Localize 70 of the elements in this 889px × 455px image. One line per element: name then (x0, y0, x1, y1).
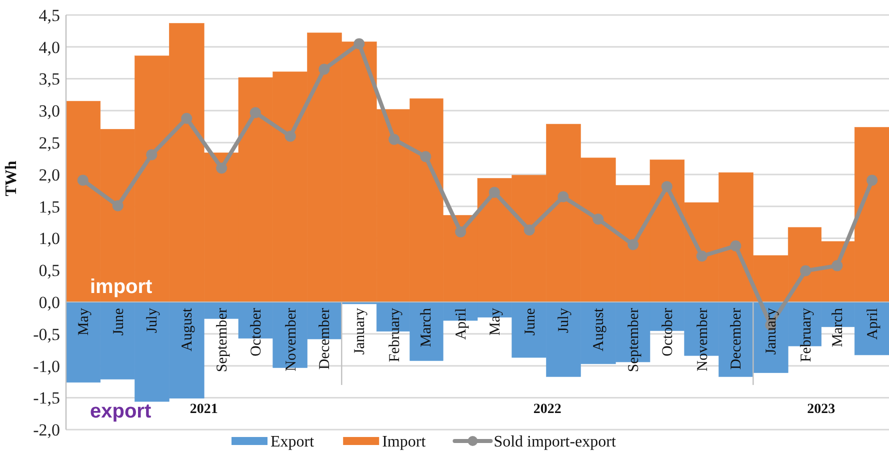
x-tick-label: August (180, 307, 196, 352)
y-tick-label: -2,0 (33, 420, 60, 440)
point (318, 64, 330, 75)
x-tick-label: March (830, 308, 846, 348)
point (628, 239, 639, 250)
x-tick-label: June (110, 308, 127, 336)
x-tick-label: August (591, 307, 608, 352)
y-tick-label: -1,0 (33, 356, 60, 376)
point (558, 191, 569, 202)
x-tick-label: February (387, 308, 404, 362)
x-tick-label: April (454, 308, 470, 340)
point (661, 181, 672, 192)
point (216, 162, 228, 174)
y-tick-label: 4,0 (38, 38, 60, 57)
y-tick-label: 0,5 (38, 261, 60, 280)
point (592, 214, 604, 225)
x-tick-label: October (248, 308, 264, 356)
point (832, 260, 843, 272)
x-tick-label: November (694, 308, 711, 372)
point (488, 186, 500, 198)
x-tick-label: October (660, 308, 676, 356)
x-tick-label: December (317, 308, 334, 370)
y-tick-label: 3,5 (38, 70, 60, 89)
x-tick-label: May (76, 308, 92, 336)
point (284, 130, 296, 142)
x-tick-label: June (522, 308, 538, 336)
point (146, 149, 158, 160)
annotation: 2021 (190, 402, 218, 417)
y-axis-title: TWh (3, 160, 20, 196)
point (696, 250, 708, 262)
y-tick-label: 2,0 (38, 165, 60, 184)
x-tick-label: February (798, 308, 815, 362)
y-tick-label: -1,5 (33, 388, 60, 408)
point (354, 38, 365, 50)
x-tick-label: July (144, 308, 161, 334)
point (250, 107, 261, 118)
y-tick-label: 3,0 (38, 102, 60, 121)
point (77, 174, 88, 186)
point (730, 240, 742, 252)
annotation: import (90, 276, 153, 298)
point (800, 265, 812, 276)
x-tick-label: November (283, 308, 300, 372)
annotation: export (90, 400, 152, 423)
x-tick-label: September (214, 308, 231, 372)
point (420, 151, 432, 162)
x-tick-label: January (764, 308, 780, 355)
y-tick-label: 1,0 (38, 229, 60, 248)
point (112, 200, 124, 212)
x-tick-label: July (556, 308, 572, 334)
y-tick-label: 2,5 (38, 134, 60, 153)
point (181, 112, 192, 124)
legend-label: Export (270, 434, 315, 451)
point (866, 174, 878, 186)
point (524, 224, 535, 236)
annotation: 2022 (533, 402, 562, 417)
point (388, 134, 400, 145)
y-tick-label: 4,5 (38, 6, 60, 25)
x-tick-label: May (487, 308, 504, 336)
x-tick-label: April (865, 308, 882, 340)
x-tick-label: December (728, 308, 745, 370)
legend-label: Sold import-export (494, 434, 616, 451)
y-tick-label: 1,5 (38, 197, 60, 216)
y-tick-label: -0,5 (33, 324, 60, 344)
annotation: 2023 (807, 402, 836, 417)
point (455, 226, 466, 238)
x-tick-label: March (418, 308, 435, 348)
x-tick-label: September (626, 308, 642, 372)
y-tick-label: 0,0 (38, 292, 60, 312)
x-tick-label: January (352, 308, 368, 355)
legend-label: Import (382, 434, 426, 451)
